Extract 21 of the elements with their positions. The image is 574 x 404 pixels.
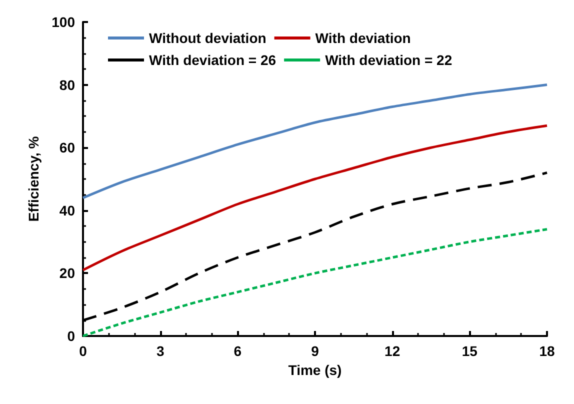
y-tick-label: 100 [52,14,76,30]
legend-label: With deviation [315,30,411,46]
legend-label: With deviation = 26 [149,52,276,68]
legend-label: Without deviation [149,30,266,46]
x-tick-label: 15 [462,343,478,359]
x-tick-label: 12 [384,343,400,359]
y-tick-label: 80 [59,76,76,93]
x-tick-label: 6 [234,343,242,359]
y-tick-label: 60 [59,140,76,156]
x-tick-label: 9 [311,343,320,359]
y-axis-title: Efficiency, % [26,136,42,222]
x-axis-title: Time (s) [288,362,342,378]
x-tick-label: 0 [79,343,88,359]
legend-label: With deviation = 22 [325,52,452,68]
y-tick-label: 20 [59,265,76,282]
x-tick-label: 18 [539,343,555,359]
x-tick-label: 3 [156,343,164,359]
line-series [82,84,548,200]
line-series [82,124,548,272]
y-tick-label: 40 [59,202,76,218]
y-tick-label: 0 [67,328,76,344]
